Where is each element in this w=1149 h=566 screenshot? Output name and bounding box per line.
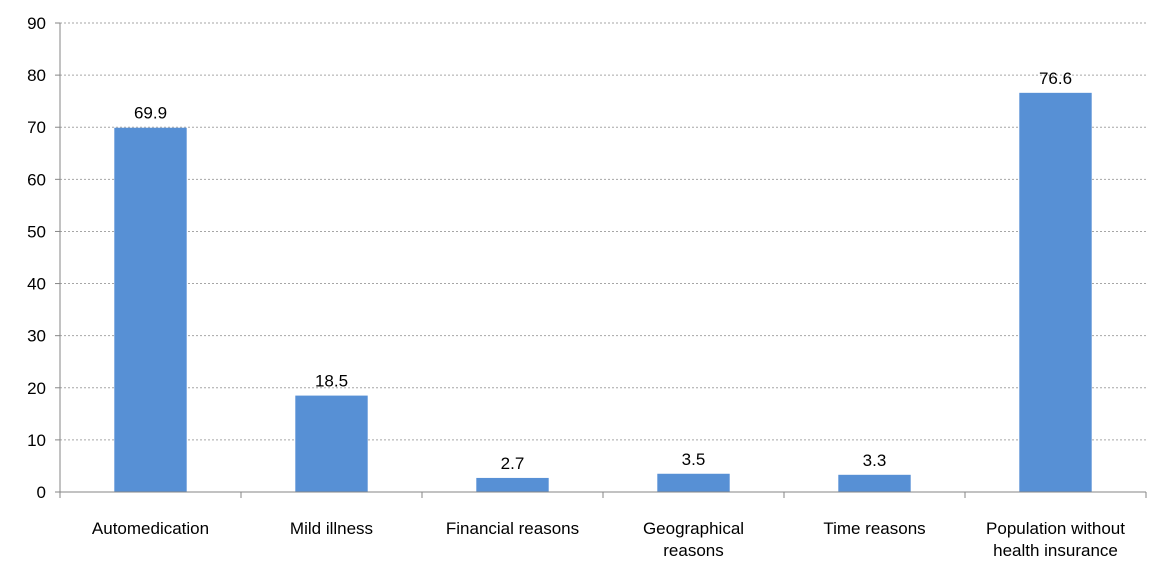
data-label: 3.5 xyxy=(682,450,706,469)
y-tick-label: 20 xyxy=(27,379,46,398)
bar xyxy=(657,473,730,492)
bars xyxy=(114,92,1092,492)
bar xyxy=(476,477,549,492)
y-tick-label: 90 xyxy=(27,14,46,33)
y-tick-label: 70 xyxy=(27,118,46,137)
x-tick-label: health insurance xyxy=(993,541,1118,560)
y-tick-label: 10 xyxy=(27,431,46,450)
data-label: 18.5 xyxy=(315,372,348,391)
y-tick-label: 30 xyxy=(27,327,46,346)
x-tick-label: Geographical xyxy=(643,519,744,538)
data-label: 3.3 xyxy=(863,451,887,470)
y-tick-label: 50 xyxy=(27,222,46,241)
y-tick-label: 60 xyxy=(27,170,46,189)
x-tick-label: Time reasons xyxy=(823,519,925,538)
bar xyxy=(295,395,368,492)
bar xyxy=(114,127,187,492)
y-tick-label: 0 xyxy=(37,483,46,502)
x-tick-label: reasons xyxy=(663,541,723,560)
x-tick-label: Population without xyxy=(986,519,1125,538)
axes xyxy=(55,22,1147,498)
bar xyxy=(838,474,911,492)
x-tick-label: Financial reasons xyxy=(446,519,579,538)
x-tick-label: Mild illness xyxy=(290,519,373,538)
x-tick-label: Automedication xyxy=(92,519,209,538)
data-label: 2.7 xyxy=(501,454,525,473)
bar xyxy=(1019,92,1092,492)
y-tick-label: 40 xyxy=(27,275,46,294)
labels: 0 10 20 30 40 50 60 70 80 90 69.9 Automedication 18.… xyxy=(27,14,1125,560)
data-label: 69.9 xyxy=(134,104,167,123)
data-label: 76.6 xyxy=(1039,69,1072,88)
y-tick-label: 80 xyxy=(27,66,46,85)
gridlines xyxy=(60,22,1146,441)
